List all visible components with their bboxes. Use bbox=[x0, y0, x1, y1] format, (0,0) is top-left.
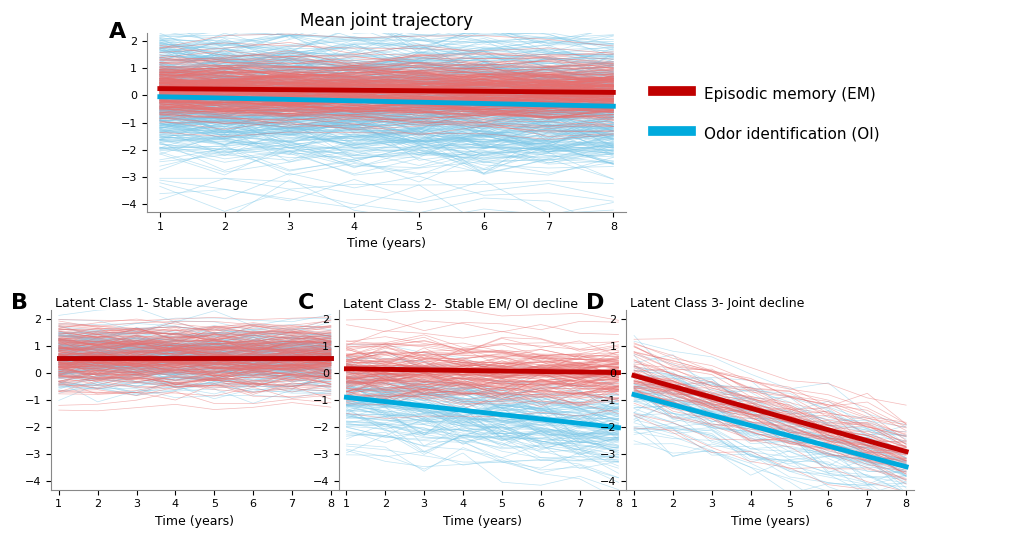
X-axis label: Time (years): Time (years) bbox=[155, 515, 234, 528]
X-axis label: Time (years): Time (years) bbox=[730, 515, 809, 528]
Text: C: C bbox=[299, 293, 315, 312]
X-axis label: Time (years): Time (years) bbox=[442, 515, 522, 528]
X-axis label: Time (years): Time (years) bbox=[346, 237, 426, 250]
Title: Mean joint trajectory: Mean joint trajectory bbox=[300, 12, 473, 30]
Text: Latent Class 2-  Stable EM/ OI decline: Latent Class 2- Stable EM/ OI decline bbox=[338, 298, 577, 311]
Legend: Episodic memory (EM), Odor identification (OI): Episodic memory (EM), Odor identificatio… bbox=[652, 84, 878, 143]
Text: Latent Class 1- Stable average: Latent Class 1- Stable average bbox=[51, 298, 248, 311]
Text: D: D bbox=[586, 293, 604, 312]
Text: Latent Class 3- Joint decline: Latent Class 3- Joint decline bbox=[626, 298, 804, 311]
Text: B: B bbox=[11, 293, 28, 312]
Text: A: A bbox=[108, 22, 125, 42]
